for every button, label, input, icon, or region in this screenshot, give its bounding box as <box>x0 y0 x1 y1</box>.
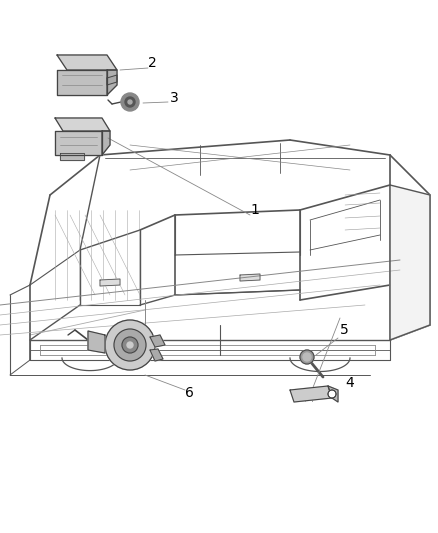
Polygon shape <box>60 153 84 160</box>
Polygon shape <box>150 349 163 361</box>
Circle shape <box>303 353 311 361</box>
Text: 2: 2 <box>148 56 157 70</box>
Text: 1: 1 <box>250 203 259 217</box>
Polygon shape <box>57 70 107 95</box>
Polygon shape <box>150 335 165 347</box>
Circle shape <box>105 320 155 370</box>
Polygon shape <box>55 118 110 131</box>
Circle shape <box>114 329 146 361</box>
Polygon shape <box>88 331 105 353</box>
Circle shape <box>300 350 314 364</box>
Text: 3: 3 <box>170 91 179 105</box>
Text: 5: 5 <box>340 323 349 337</box>
Polygon shape <box>100 279 120 286</box>
Circle shape <box>122 337 138 353</box>
Polygon shape <box>57 55 117 70</box>
Polygon shape <box>55 131 102 155</box>
Polygon shape <box>102 131 110 155</box>
Polygon shape <box>107 75 117 85</box>
Circle shape <box>127 342 133 348</box>
Circle shape <box>128 100 132 104</box>
Polygon shape <box>107 70 117 95</box>
Polygon shape <box>290 386 332 402</box>
Polygon shape <box>328 386 338 402</box>
Polygon shape <box>390 185 430 340</box>
Circle shape <box>125 97 135 107</box>
Circle shape <box>121 93 139 111</box>
Circle shape <box>328 390 336 398</box>
Text: 6: 6 <box>185 386 194 400</box>
Polygon shape <box>240 274 260 281</box>
Text: 4: 4 <box>345 376 354 390</box>
